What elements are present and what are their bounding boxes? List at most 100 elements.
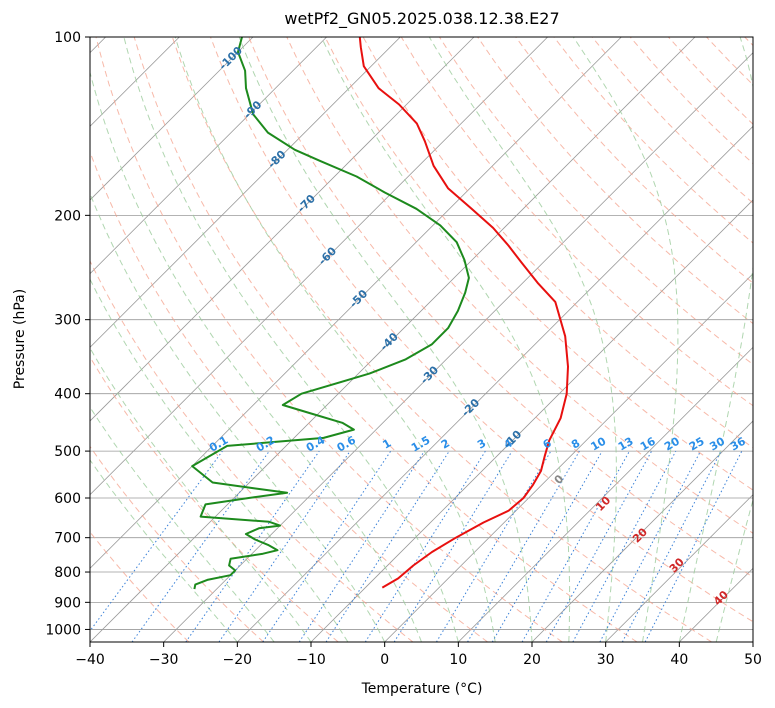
moist-adiabat-line	[715, 497, 753, 642]
isotherm-line	[163, 52, 753, 642]
y-tick-label: 600	[54, 491, 81, 507]
isotherm-line	[458, 346, 753, 642]
y-tick-label: 300	[54, 313, 81, 329]
isotherm-line	[237, 125, 753, 642]
mixing-ratio-label: 13	[616, 435, 636, 454]
y-tick-label: 400	[54, 387, 81, 403]
y-tick-label: 500	[54, 444, 81, 460]
mixing-ratio-line	[572, 450, 677, 642]
mixing-ratio-line	[491, 450, 603, 642]
temperature-profile-line	[358, 37, 569, 589]
mixing-ratio-line	[90, 450, 223, 632]
isotherm-line	[384, 273, 753, 642]
x-tick-label: 10	[449, 652, 467, 668]
dry-adiabat-line	[744, 37, 753, 47]
dry-adiabat-line	[515, 37, 753, 284]
mixing-ratio-line	[364, 450, 486, 642]
dry-adiabat-label: -70	[295, 192, 318, 215]
x-tick-label: 30	[597, 652, 615, 668]
mixing-ratio-label: 30	[707, 434, 727, 453]
dry-adiabat-line	[324, 37, 753, 491]
mixing-ratio-label: 2	[439, 437, 452, 452]
dry-adiabat-line	[210, 37, 753, 623]
moist-adiabat-line	[90, 278, 349, 642]
dry-adiabat-line	[90, 259, 414, 642]
x-tick-label: 20	[523, 652, 541, 668]
x-tick-label: −30	[149, 652, 179, 668]
isotherm-line	[90, 37, 622, 569]
dry-adiabat-label: -80	[265, 148, 288, 171]
x-tick-label: 0	[380, 652, 389, 668]
isotherm-line	[90, 37, 548, 496]
isopleth-labels: 0.1 0.2 0.4 0.6 1 1.5 2 3 4 6 8 10 13 16 20 25 30 36-100-…	[207, 44, 748, 608]
isotherm-line	[90, 37, 475, 422]
isotherm-line	[605, 494, 753, 642]
dry-adiabat-line	[286, 37, 753, 534]
mixing-ratio-line	[298, 450, 425, 642]
dry-adiabat-line	[95, 37, 563, 642]
x-tick-label: −20	[223, 652, 253, 668]
x-axis-ticks: −40 −30 −20 −10 0 10 20 30 40 50	[75, 642, 762, 668]
mixing-ratio-label: 20	[662, 434, 682, 453]
dry-adiabat-label: -90	[241, 98, 264, 121]
mixing-ratio-line	[393, 450, 513, 642]
dry-adiabat-line	[133, 37, 638, 642]
dry-adiabat-line	[706, 37, 753, 86]
dry-adiabat-label: -60	[316, 244, 339, 267]
mixing-ratio-line	[325, 450, 450, 642]
isotherm-line	[90, 37, 254, 201]
x-tick-label: 50	[744, 652, 762, 668]
x-tick-label: −40	[75, 652, 105, 668]
isotherm-line	[531, 420, 753, 642]
dry-adiabat-line	[90, 531, 190, 642]
mixing-ratio-label: 8	[569, 437, 582, 452]
mixing-ratio-line	[644, 450, 743, 642]
dry-adiabat-line	[553, 37, 753, 244]
moist-adiabat-line	[174, 37, 496, 642]
mixing-ratio-label: 3	[475, 437, 488, 452]
moist-adiabat-label: 40	[711, 588, 731, 608]
y-tick-label: 800	[54, 565, 81, 581]
dry-adiabat-label: -50	[347, 287, 370, 310]
moist-adiabat-label: 10	[593, 494, 613, 514]
y-tick-label: 100	[54, 30, 81, 46]
moist-adiabat-line	[428, 37, 617, 642]
moist-adiabat-line	[238, 37, 533, 642]
mixing-ratio-line	[521, 450, 630, 642]
mixing-ratio-label: 6	[541, 436, 554, 451]
moist-adiabat-label: 0	[552, 472, 567, 487]
moist-adiabat-line	[90, 70, 422, 642]
x-tick-label: 40	[670, 652, 688, 668]
mixing-ratio-line	[218, 450, 351, 642]
dry-adiabat-label: -40	[378, 330, 401, 353]
isotherm-line	[90, 37, 401, 348]
y-tick-label: 200	[54, 208, 81, 224]
mixing-ratio-label: 36	[728, 434, 748, 453]
mixing-ratio-line	[131, 450, 270, 642]
dry-adiabat-line	[90, 356, 339, 642]
mixing-ratio-line	[467, 450, 580, 642]
dry-adiabat-line	[591, 37, 753, 204]
mixing-ratio-line	[545, 450, 653, 642]
isotherm-line	[679, 567, 753, 642]
mixing-ratio-line	[599, 450, 701, 642]
x-axis-label: Temperature (°C)	[361, 681, 483, 697]
dry-adiabat-line	[438, 37, 753, 366]
mixing-ratio-label: 16	[638, 434, 658, 453]
moist-adiabat-line	[90, 347, 312, 642]
moist-adiabat-line	[90, 459, 238, 642]
moist-adiabat-line	[752, 640, 753, 642]
x-tick-label: −10	[296, 652, 326, 668]
background-lines	[90, 37, 753, 642]
moist-adiabat-line	[678, 37, 753, 642]
dry-adiabat-label: -20	[459, 396, 482, 419]
y-tick-label: 700	[54, 531, 81, 547]
mixing-ratio-label: 25	[687, 435, 707, 454]
chart-title: wetPf2_GN05.2025.038.12.38.E27	[284, 9, 559, 29]
y-tick-label: 900	[54, 595, 81, 611]
isotherm-line	[90, 37, 327, 275]
plot-frame	[89, 36, 754, 643]
moist-adiabat-line	[123, 37, 459, 642]
isotherm-line	[752, 641, 753, 642]
